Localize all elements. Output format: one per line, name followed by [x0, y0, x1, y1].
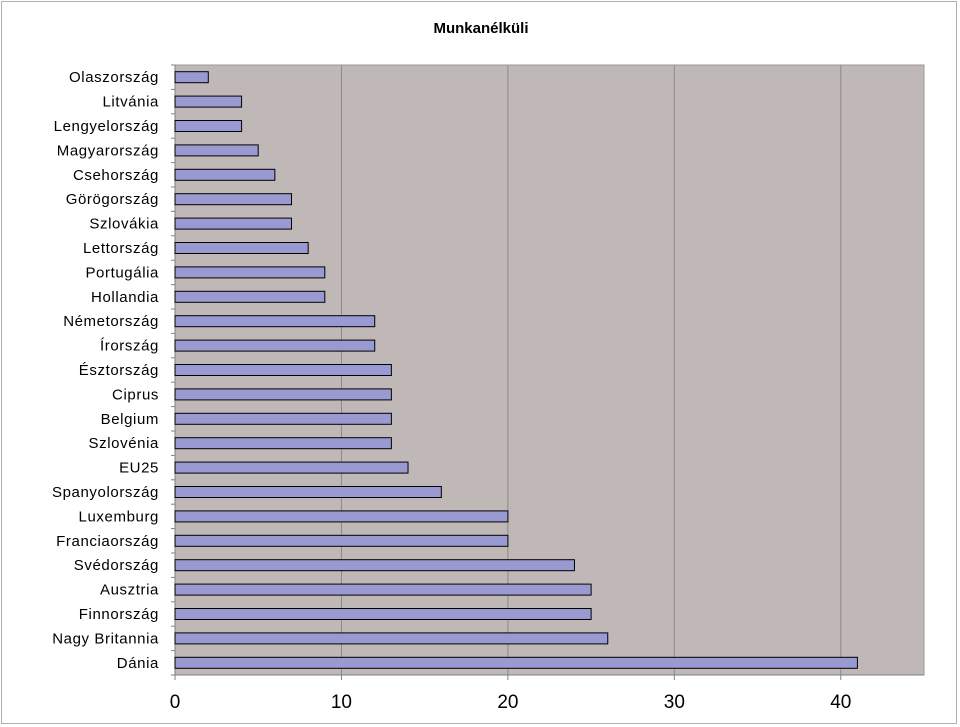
category-label: Portugália [85, 264, 159, 281]
bar [174, 193, 293, 206]
x-tick-label: 40 [830, 692, 851, 713]
bar [174, 290, 326, 303]
category-label: Ausztria [100, 582, 159, 599]
x-tick-label: 30 [664, 692, 685, 713]
category-label: Görögország [66, 191, 159, 208]
bar [174, 242, 309, 254]
bar [174, 608, 592, 620]
bar [174, 486, 442, 498]
bar [174, 437, 392, 450]
bar [174, 510, 509, 523]
bar [174, 534, 509, 547]
bar [174, 388, 392, 401]
bar [174, 144, 259, 157]
category-label: Írország [100, 338, 159, 355]
x-tick-label: 20 [497, 692, 518, 713]
category-label: Dánia [117, 655, 159, 672]
chart-title: Munkanélküli [433, 20, 528, 37]
category-label: Észtország [79, 362, 159, 379]
category-label: Finnország [79, 606, 159, 623]
category-label: Szlovénia [89, 435, 159, 452]
bar [174, 412, 392, 425]
category-label: Belgium [101, 411, 159, 428]
bar [174, 168, 276, 181]
bar [174, 315, 376, 328]
bar [174, 559, 575, 572]
category-label: Ciprus [112, 386, 159, 403]
category-label: Luxemburg [79, 508, 159, 525]
category-label: Németország [63, 313, 159, 330]
category-label: Litvánia [102, 94, 159, 111]
bar [174, 266, 326, 279]
plot-area: 0 10 20 30 40 Olaszország Litvánia Lengyelorszá… [52, 64, 925, 713]
category-label: Hollandia [91, 289, 159, 306]
category-label: Svédország [74, 557, 159, 574]
category-label: Magyarország [57, 142, 159, 159]
category-label: Lengyelország [54, 118, 159, 135]
bar [174, 339, 376, 352]
bar [174, 656, 858, 669]
category-label: Lettország [83, 240, 159, 257]
x-tick-label: 10 [331, 692, 352, 713]
category-label: EU25 [119, 460, 159, 477]
bar [174, 120, 243, 132]
category-label: Franciaország [56, 533, 159, 550]
bar [174, 71, 209, 84]
category-label: Nagy Britannia [52, 630, 159, 647]
bar [174, 95, 243, 108]
category-label: Olaszország [69, 69, 159, 86]
category-label: Szlovákia [89, 216, 159, 233]
bar [174, 217, 293, 230]
bar [174, 364, 392, 376]
category-label: Spanyolország [52, 484, 159, 501]
x-tick-label: 0 [170, 692, 181, 713]
bar [174, 461, 409, 474]
bar [174, 583, 592, 596]
bar [174, 632, 609, 645]
category-label: Csehország [73, 167, 159, 184]
